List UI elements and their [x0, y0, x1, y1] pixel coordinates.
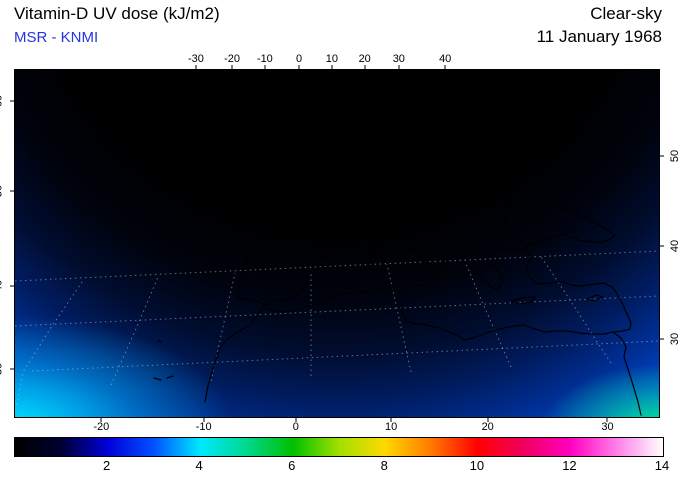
colorbar-tick-label: 12 [562, 458, 577, 473]
meridian-line [539, 254, 612, 364]
left-axis-tick [10, 368, 15, 370]
top-axis-tick [264, 65, 266, 70]
top-axis-tick [364, 65, 366, 70]
top-axis-tick [331, 65, 333, 70]
meridian-line [463, 258, 512, 368]
bottom-axis-label: 0 [292, 421, 299, 433]
island-canaries [153, 375, 174, 381]
bottom-axis-tick [487, 417, 489, 422]
parallel-line [31, 340, 659, 372]
top-axis-label: -30 [188, 53, 204, 65]
meridian-line [16, 281, 83, 406]
colorbar-tick-label: 2 [102, 458, 111, 473]
right-axis-label: 30 [668, 332, 678, 346]
meridian-line [386, 263, 412, 373]
colorbar-tick-label: 4 [195, 458, 203, 473]
top-axis-label: -10 [256, 53, 273, 65]
colorbar-labels: 2 4 6 8 10 12 14 [14, 458, 669, 475]
bottom-axis-tick [606, 417, 608, 422]
left-axis-label: 40 [0, 279, 5, 292]
uv-dose-field [15, 70, 659, 417]
meridian-line [210, 272, 236, 382]
graticule-dotted [15, 250, 659, 406]
colorbar-tick-label: 6 [288, 458, 296, 473]
island-crete [511, 296, 536, 305]
top-axis-label: 10 [325, 53, 338, 65]
top-axis-label: -20 [224, 53, 240, 65]
bottom-axis-tick [390, 417, 392, 422]
top-axis-label: 20 [358, 53, 371, 65]
date-label: 11 January 1968 [536, 27, 662, 47]
bottom-axis-tick [100, 417, 102, 422]
top-axis-tick [298, 65, 300, 70]
top-axis-tick [398, 65, 400, 70]
meridian-line [110, 276, 159, 386]
right-axis-tick [659, 155, 664, 157]
right-axis-tick [659, 245, 664, 247]
left-axis-label: 30 [0, 362, 5, 376]
map-plot: -30 -20 -10 0 10 20 30 40 -20 -10 0 10 20 30 60 50 40 30 5… [0, 54, 678, 433]
bottom-axis-tick [295, 417, 297, 422]
island-sardinia [368, 253, 385, 273]
coastline-britain [278, 102, 321, 181]
top-axis-label: 40 [439, 53, 452, 65]
bottom-axis-label: -10 [195, 421, 212, 433]
island-sicily [408, 274, 435, 287]
data-source-label: MSR - KNMI [14, 29, 99, 47]
page-title: Vitamin-D UV dose (kJ/m2) [14, 4, 220, 23]
bottom-axis-label: 20 [481, 421, 494, 433]
left-axis-label: 50 [0, 184, 5, 198]
coastline-red-sea [612, 331, 642, 416]
island-madeira [157, 339, 162, 343]
top-axis-label: 30 [392, 53, 405, 65]
top-axis-tick [231, 65, 233, 70]
colorbar [14, 437, 664, 457]
coastline-mainland [204, 81, 632, 403]
bottom-axis-tick [203, 417, 205, 422]
colorbar-tick-label: 14 [654, 458, 670, 473]
coastline-paths [153, 73, 642, 416]
island-corsica [369, 235, 380, 253]
top-axis-tick [444, 65, 446, 70]
bottom-axis-label: 10 [384, 421, 398, 433]
bottom-axis-label: 30 [601, 421, 614, 433]
coastline-ireland [255, 134, 283, 169]
coastline-sweden-baltic [367, 79, 385, 122]
left-axis-tick [10, 190, 15, 192]
coastlines-layer [15, 73, 659, 416]
left-axis-tick [10, 100, 15, 102]
island-balearics [325, 267, 340, 273]
colorbar-tick-label: 10 [469, 458, 485, 473]
right-axis-label: 50 [668, 149, 678, 163]
left-axis-label: 60 [0, 94, 5, 107]
right-axis-tick [659, 338, 664, 340]
coastline-scandinavia [317, 73, 369, 128]
parallel-line [15, 295, 659, 327]
parallel-line [15, 250, 659, 282]
sky-condition-label: Clear-sky [590, 4, 662, 23]
colorbar-tick-label: 8 [380, 458, 388, 473]
top-axis-tick [195, 65, 197, 70]
header-left: Vitamin-D UV dose (kJ/m2) MSR - KNMI [14, 4, 220, 47]
island-cyprus [586, 294, 604, 302]
right-axis-label: 40 [668, 239, 678, 253]
header-right: Clear-sky 11 January 1968 [537, 4, 662, 48]
top-axis-label: 0 [295, 53, 303, 65]
left-axis-tick [10, 285, 15, 287]
bottom-axis-label: -20 [93, 421, 110, 433]
